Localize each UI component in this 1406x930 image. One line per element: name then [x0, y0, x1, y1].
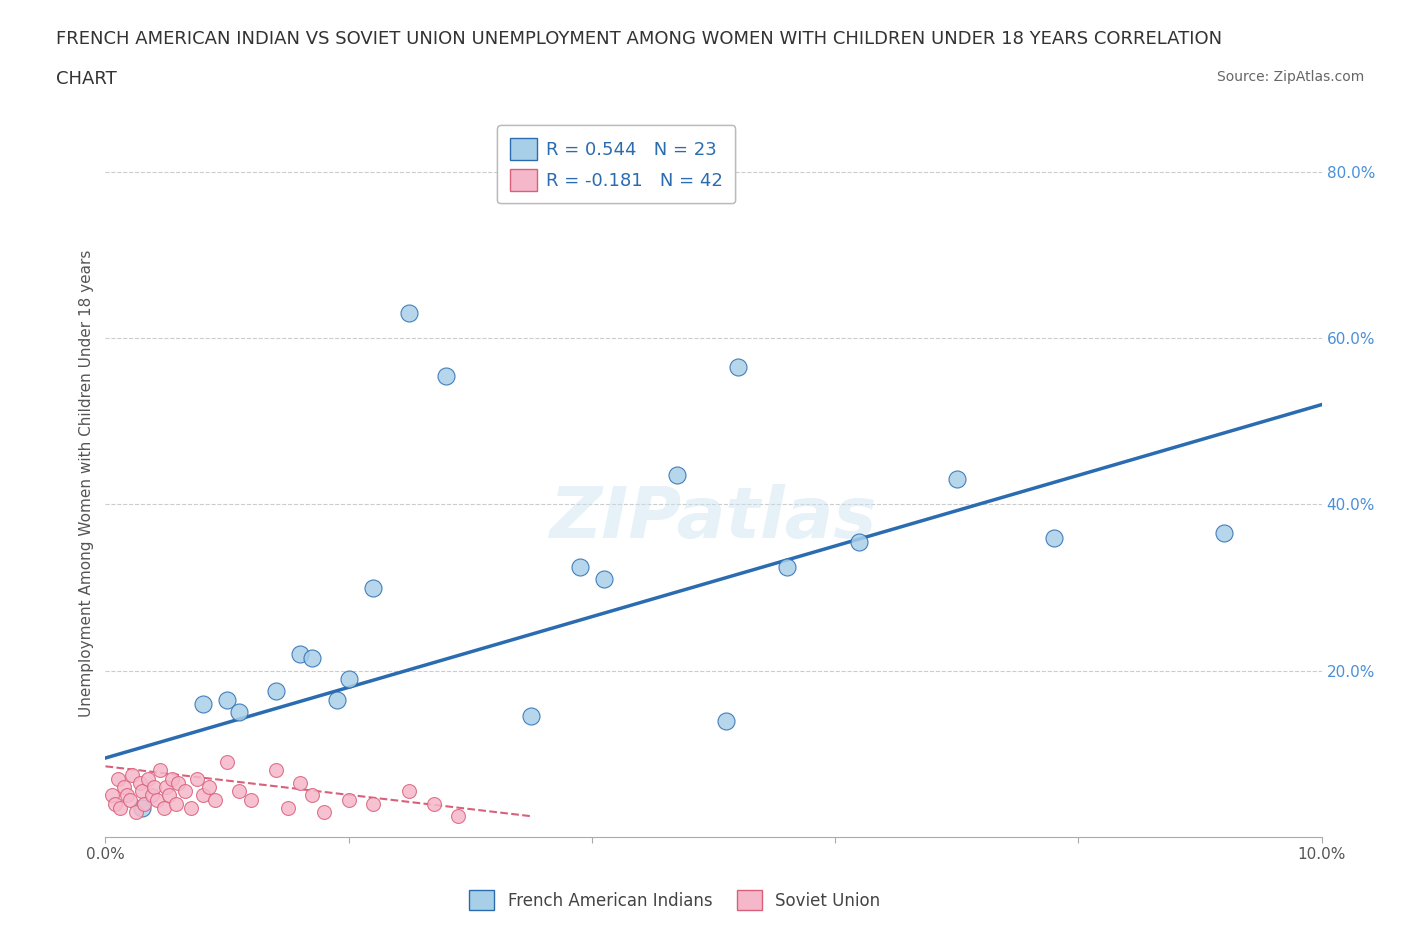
- Point: [131, 784, 153, 799]
- Point: [143, 779, 166, 794]
- Point: [100, 788, 122, 803]
- Point: [264, 763, 287, 777]
- Point: [848, 535, 870, 550]
- Point: [288, 646, 311, 661]
- Point: [117, 788, 139, 803]
- Point: [361, 796, 384, 811]
- Point: [198, 779, 221, 794]
- Point: [301, 651, 323, 666]
- Point: [945, 472, 967, 487]
- Legend: French American Indians, Soviet Union: French American Indians, Soviet Union: [463, 884, 887, 917]
- Point: [337, 671, 360, 686]
- Point: [398, 306, 420, 321]
- Point: [134, 796, 156, 811]
- Point: [423, 796, 446, 811]
- Point: [112, 779, 135, 794]
- Point: [1043, 530, 1066, 545]
- Point: [277, 801, 299, 816]
- Point: [186, 771, 208, 786]
- Point: [191, 788, 214, 803]
- Point: [165, 796, 187, 811]
- Point: [325, 692, 347, 707]
- Point: [191, 697, 214, 711]
- Point: [228, 784, 250, 799]
- Point: [301, 788, 323, 803]
- Point: [520, 709, 543, 724]
- Point: [593, 572, 616, 587]
- Point: [153, 801, 176, 816]
- Point: [157, 788, 180, 803]
- Point: [314, 804, 336, 819]
- Point: [145, 792, 167, 807]
- Point: [107, 771, 129, 786]
- Text: ZIPatlas: ZIPatlas: [550, 485, 877, 553]
- Point: [434, 368, 457, 383]
- Point: [727, 360, 749, 375]
- Point: [775, 559, 797, 574]
- Text: Source: ZipAtlas.com: Source: ZipAtlas.com: [1216, 70, 1364, 84]
- Legend: R = 0.544   N = 23, R = -0.181   N = 42: R = 0.544 N = 23, R = -0.181 N = 42: [498, 126, 735, 204]
- Point: [118, 792, 141, 807]
- Point: [167, 776, 190, 790]
- Point: [361, 580, 384, 595]
- Y-axis label: Unemployment Among Women with Children Under 18 years: Unemployment Among Women with Children U…: [79, 250, 94, 717]
- Point: [288, 776, 311, 790]
- Point: [155, 779, 177, 794]
- Text: CHART: CHART: [56, 70, 117, 87]
- Point: [162, 771, 184, 786]
- Point: [204, 792, 226, 807]
- Text: FRENCH AMERICAN INDIAN VS SOVIET UNION UNEMPLOYMENT AMONG WOMEN WITH CHILDREN UN: FRENCH AMERICAN INDIAN VS SOVIET UNION U…: [56, 30, 1222, 47]
- Point: [104, 796, 127, 811]
- Point: [217, 755, 239, 770]
- Point: [568, 559, 591, 574]
- Point: [228, 705, 250, 720]
- Point: [131, 801, 153, 816]
- Point: [141, 788, 163, 803]
- Point: [180, 801, 202, 816]
- Point: [447, 809, 470, 824]
- Point: [217, 692, 239, 707]
- Point: [1213, 526, 1236, 541]
- Point: [149, 763, 172, 777]
- Point: [240, 792, 263, 807]
- Point: [121, 767, 143, 782]
- Point: [264, 684, 287, 699]
- Point: [136, 771, 159, 786]
- Point: [108, 801, 131, 816]
- Point: [714, 713, 737, 728]
- Point: [337, 792, 360, 807]
- Point: [173, 784, 195, 799]
- Point: [666, 468, 689, 483]
- Point: [398, 784, 420, 799]
- Point: [125, 804, 148, 819]
- Point: [128, 776, 150, 790]
